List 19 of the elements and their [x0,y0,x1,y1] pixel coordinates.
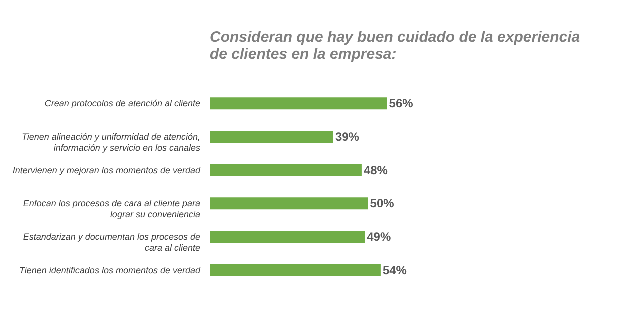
y-tick-label: Tienen identificados los momentos de verdad [19,265,202,276]
bar [210,131,334,143]
bar [210,264,381,276]
bar [210,98,388,110]
bar [210,198,368,210]
bar [210,231,366,243]
y-tick-label: Enfocan los procesos de cara al cliente para lograr su conveniencia [23,198,200,220]
y-tick-label: Intervienen y mejoran los momentos de verdad [12,165,202,176]
data-label: 49% [367,230,392,244]
y-tick-label: Crean protocolos de atención al cliente [44,98,200,109]
bar [210,164,362,176]
chart-title: Consideran que hay buen cuidado de la experiencia de clientes en la empresa: [210,29,580,63]
data-label: 54% [382,263,408,278]
y-tick-label: Estandarizan y documentan los procesos de cara al cliente [23,232,200,253]
data-label: 39% [335,130,360,144]
data-label: 56% [389,96,414,111]
data-label: 48% [364,163,388,178]
y-tick-label: Tienen alineación y uniformidad de atención, información y servicio en los canales [22,132,201,153]
data-label: 50% [370,196,395,211]
